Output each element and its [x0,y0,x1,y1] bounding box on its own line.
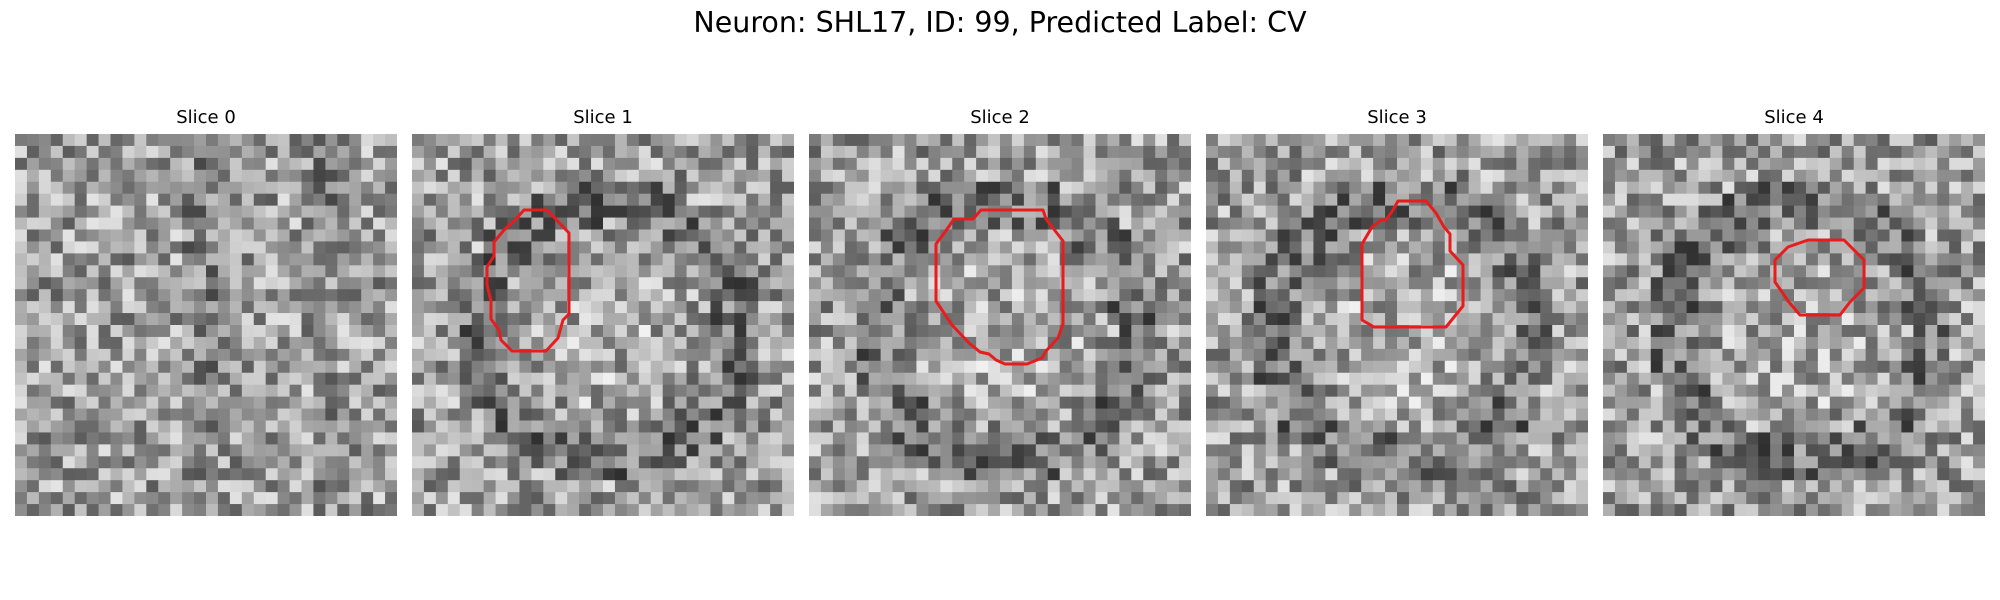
slice-panel-3: Slice 3 [1206,107,1588,519]
slice-image-0 [15,134,397,516]
slice-panel-0: Slice 0 [15,107,397,519]
slice-image-4 [1603,134,1985,516]
segmentation-contour [1360,199,1465,329]
slice-title-4: Slice 4 [1764,107,1824,128]
pixel-grid [809,134,1191,516]
slice-image-3 [1206,134,1588,516]
slice-panel-4: Slice 4 [1603,107,1985,519]
pixel-grid [412,134,794,516]
segmentation-contour [485,208,571,353]
pixel-grid [15,134,397,516]
segmentation-contour [1773,238,1866,317]
segmentation-contour [934,208,1065,366]
slice-title-2: Slice 2 [970,107,1030,128]
slice-image-1 [412,134,794,516]
pixel-grid [1603,134,1985,516]
slice-title-0: Slice 0 [176,107,236,128]
pixel-grid [1206,134,1588,516]
slice-title-3: Slice 3 [1367,107,1427,128]
figure-title: Neuron: SHL17, ID: 99, Predicted Label: … [693,6,1307,39]
slice-panel-2: Slice 2 [809,107,1191,519]
slice-image-2 [809,134,1191,516]
slice-title-1: Slice 1 [573,107,633,128]
slice-panel-1: Slice 1 [412,107,794,519]
